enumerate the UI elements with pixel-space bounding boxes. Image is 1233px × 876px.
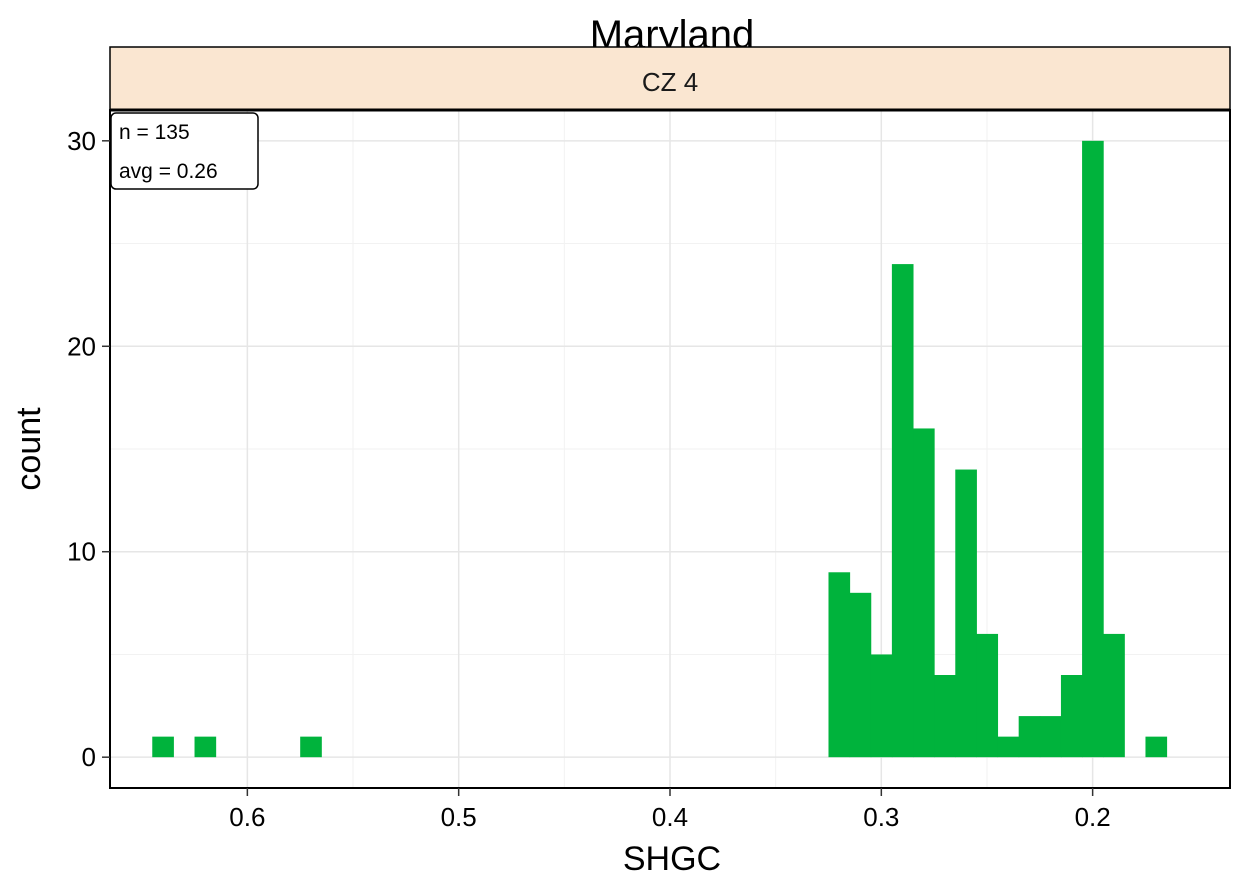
histogram-bar — [1060, 675, 1083, 758]
histogram-bar — [976, 633, 999, 758]
y-axis-title: count — [10, 407, 48, 491]
histogram-bar — [997, 736, 1020, 758]
histogram-bar — [828, 572, 851, 758]
histogram-bar — [849, 592, 872, 758]
x-axis: 0.6 0.5 0.4 0.3 0.2 — [229, 788, 1111, 832]
histogram-bar — [1103, 633, 1125, 758]
histogram-bar — [955, 469, 977, 758]
y-axis: 0 10 20 30 — [67, 126, 110, 772]
y-tick-label: 20 — [67, 331, 96, 361]
histogram-bar — [934, 675, 956, 758]
histogram-bar — [194, 736, 217, 758]
facet-label: CZ 4 — [642, 67, 698, 97]
annotation-count: n = 135 — [119, 121, 190, 144]
y-tick-label: 10 — [67, 537, 96, 567]
histogram-bar — [1018, 716, 1041, 758]
x-tick-label: 0.2 — [1075, 802, 1111, 832]
histogram-bar — [891, 264, 914, 758]
facet-strip — [109, 46, 1231, 111]
annotation-average: avg = 0.26 — [119, 160, 218, 183]
histogram-bar — [870, 654, 893, 758]
histogram-bar — [1082, 140, 1104, 758]
y-tick-label: 0 — [82, 742, 96, 772]
x-tick-label: 0.4 — [652, 802, 688, 832]
histogram-bars — [152, 140, 1168, 758]
histogram-bar — [1039, 716, 1062, 758]
x-tick-label: 0.5 — [441, 802, 477, 832]
histogram-bar — [300, 736, 322, 758]
x-tick-label: 0.6 — [229, 802, 265, 832]
y-tick-label: 30 — [67, 126, 96, 156]
histogram-bar — [152, 736, 174, 758]
annotation-box — [110, 112, 259, 190]
x-tick-label: 0.3 — [863, 802, 899, 832]
summary-annotation: n = 135 avg = 0.26 — [110, 112, 259, 190]
histogram-bar — [913, 428, 935, 758]
histogram-bar — [1145, 736, 1168, 758]
x-axis-title: SHGC — [623, 840, 721, 876]
